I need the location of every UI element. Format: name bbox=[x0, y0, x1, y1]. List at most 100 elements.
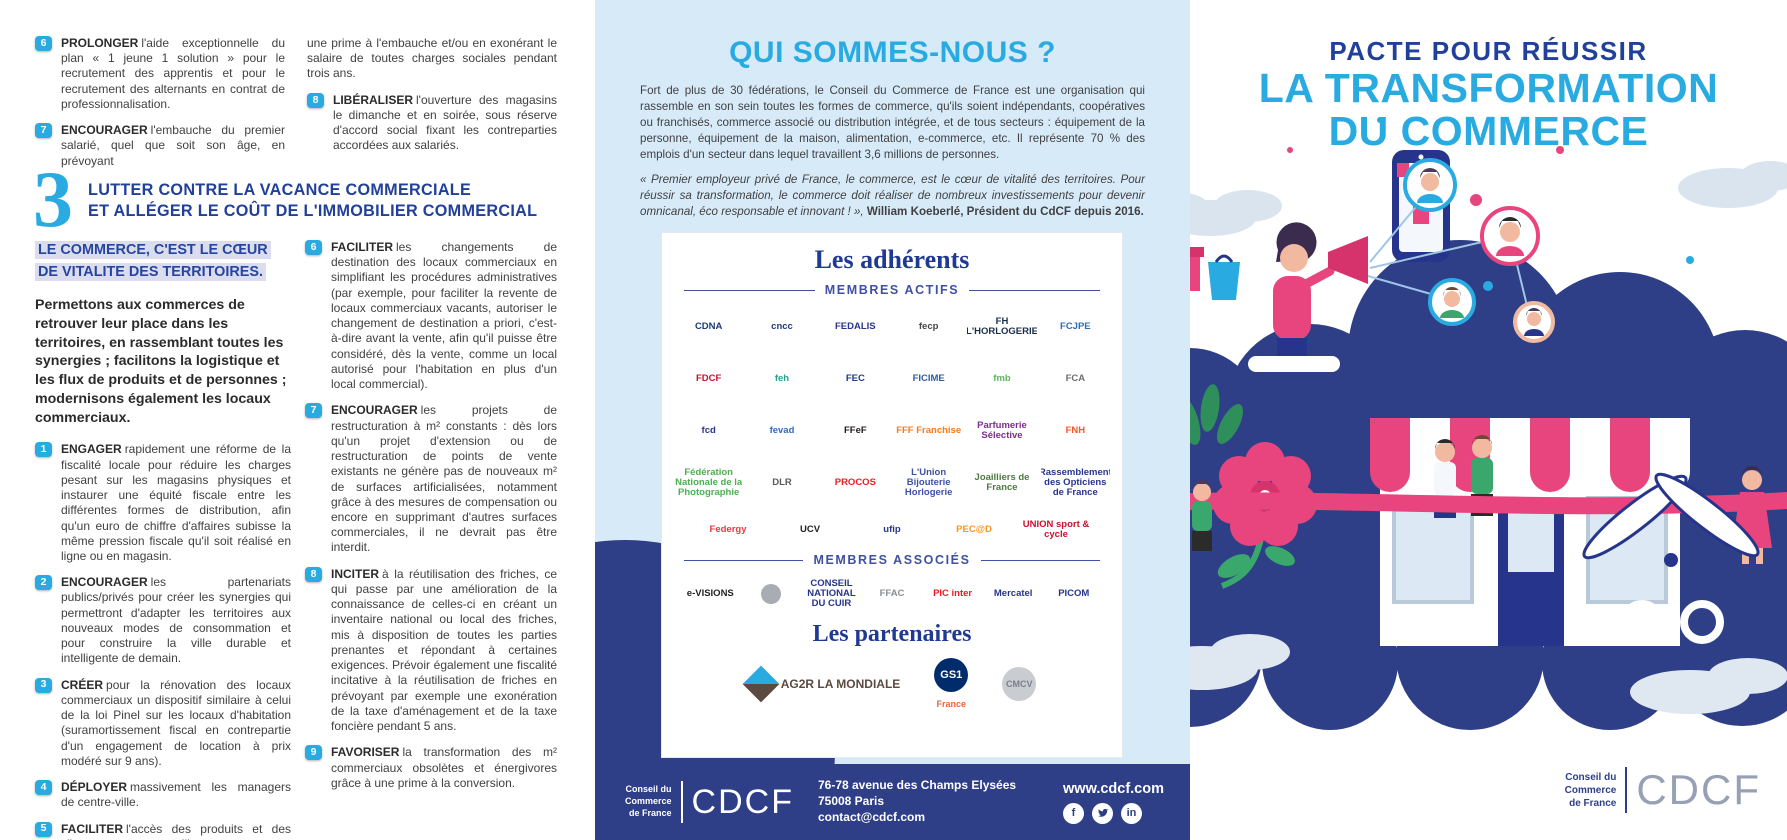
partners-logo-row: AG2R LA MONDIALE GS1 France CMCV bbox=[662, 658, 1122, 709]
cover-title-line3: DU COMMERCE bbox=[1328, 107, 1649, 154]
top-col-1: 6 PROLONGER l'aide exceptionnelle du plan … bbox=[35, 36, 285, 180]
item-keyword: ENCOURAGER bbox=[61, 575, 148, 590]
partner-logo-ag2r: AG2R LA MONDIALE bbox=[742, 665, 900, 702]
member-logo: FFAC bbox=[879, 588, 905, 600]
list-item: 7 ENCOURAGER les projets de restructuratio… bbox=[305, 403, 557, 555]
member-logo: FEDALIS bbox=[835, 321, 876, 333]
cdcf-cover-logo: Conseil du Commerce de France CDCF bbox=[1565, 766, 1761, 814]
cdcf-logo: CDCF bbox=[691, 782, 794, 821]
item-number-badge: 7 bbox=[35, 123, 52, 139]
item-keyword: ENCOURAGER bbox=[61, 123, 148, 138]
item-keyword: FACILITER bbox=[331, 240, 393, 254]
like-dot bbox=[1483, 281, 1493, 291]
member-logo: fmb bbox=[993, 373, 1011, 385]
item-text: l'embauche du premier salarié, quel que … bbox=[61, 123, 285, 168]
avatar-network bbox=[1367, 158, 1555, 343]
member-logo: FDCF bbox=[696, 373, 722, 385]
logo-divider bbox=[1625, 767, 1628, 813]
item-number-badge: 6 bbox=[305, 240, 322, 255]
facebook-icon[interactable]: f bbox=[1063, 802, 1085, 824]
member-logo: ufip bbox=[883, 524, 901, 536]
member-logo: e-VISIONS bbox=[686, 588, 734, 600]
partner-logo-gs1: GS1 France bbox=[934, 658, 969, 709]
decorative-dots bbox=[1287, 117, 1694, 264]
social-icons: f in bbox=[1063, 802, 1164, 824]
active-members-divider: MEMBRES ACTIFS bbox=[684, 283, 1100, 297]
item-number-badge: 8 bbox=[305, 566, 322, 582]
quote-author: William Koeberlé, Président du CdCF depu… bbox=[866, 204, 1144, 218]
item-number-badge: 2 bbox=[35, 575, 52, 591]
list-item: 8 LIBÉRALISER l'ouverture des magasins le … bbox=[307, 92, 557, 154]
member-logo: FNH bbox=[1065, 425, 1086, 437]
cover-title-line1: PACTE POUR RÉUSSIR bbox=[1329, 36, 1648, 66]
active-members-label: MEMBRES ACTIFS bbox=[824, 283, 960, 297]
megaphone-woman bbox=[1248, 222, 1368, 372]
active-members-logo-grid: CDNA cncc FEDALIS fecp FH L'HORLOGERIE F… bbox=[674, 307, 1110, 503]
item-keyword: INCITER bbox=[331, 566, 379, 581]
cdcf-logo: CDCF bbox=[1636, 766, 1761, 813]
item-text: une prime à l'embauche et/ou en exonéran… bbox=[307, 36, 557, 81]
list-item: 9 FAVORISER la transformation des m² comme… bbox=[305, 745, 557, 791]
megaphone-icon bbox=[1328, 236, 1368, 284]
list-item: 6 PROLONGER l'aide exceptionnelle du plan … bbox=[35, 36, 285, 112]
item-number-badge: 6 bbox=[35, 36, 52, 51]
list-item: 1 ENGAGER rapidement une réforme de la fis… bbox=[35, 442, 291, 564]
member-logo: PICOM bbox=[1058, 588, 1090, 600]
item-number-badge: 5 bbox=[35, 821, 52, 837]
website-url[interactable]: www.cdcf.com bbox=[1063, 780, 1164, 797]
active-members-logo-row5: Federgy UCV ufip PEC@D UNION sport & cyc… bbox=[674, 515, 1110, 545]
cloud-shape bbox=[1190, 161, 1787, 236]
gs1-sub-label: France bbox=[936, 699, 967, 709]
leaves bbox=[1190, 384, 1244, 445]
item-text: les partenariats publics/privés pour cré… bbox=[61, 575, 291, 666]
like-heart-dot bbox=[1470, 194, 1482, 206]
person-figure bbox=[1192, 480, 1212, 551]
member-logo: PROCOS bbox=[834, 477, 876, 489]
section-number: 3 bbox=[33, 156, 73, 244]
member-logo: Rassemblement des Opticiens de France bbox=[1040, 467, 1110, 498]
associate-members-divider: MEMBRES ASSOCIÉS bbox=[684, 553, 1100, 567]
member-logo: UCV bbox=[799, 524, 821, 536]
item-keyword: FACILITER bbox=[61, 821, 123, 836]
member-logo: feh bbox=[774, 373, 790, 385]
linkedin-icon[interactable]: in bbox=[1121, 802, 1143, 824]
item-text: pour la rénovation des locaux commerciau… bbox=[61, 677, 291, 768]
twitter-icon[interactable] bbox=[1092, 802, 1114, 824]
contact-footer: Conseil du Commerce de France CDCF 76-78 a… bbox=[595, 764, 1190, 840]
member-logo: CONSEIL NATIONAL DU CUIR bbox=[807, 578, 856, 609]
item-keyword: CRÉER bbox=[61, 677, 104, 692]
member-logo: fecp bbox=[918, 321, 939, 333]
door-window bbox=[1508, 508, 1554, 572]
members-card: Les adhérents MEMBRES ACTIFS CDNA cncc F… bbox=[661, 232, 1123, 758]
avatar bbox=[1480, 206, 1540, 266]
intro-paragraph: Permettons aux commerces de retrouver le… bbox=[35, 297, 287, 426]
twitter-bird-icon bbox=[1097, 808, 1108, 817]
list-item: 8 INCITER à la réutilisation des friches, … bbox=[305, 566, 557, 735]
member-logo: FFeF bbox=[843, 425, 867, 437]
contact-email[interactable]: contact@cdcf.com bbox=[817, 809, 926, 824]
partner-logo-cmcv: CMCV bbox=[1002, 666, 1037, 701]
monochrome-emblem-logo bbox=[741, 577, 802, 611]
member-logo: FEC bbox=[845, 373, 865, 385]
associate-members-label: MEMBRES ASSOCIÉS bbox=[813, 553, 971, 567]
panel-middle: QUI SOMMES-NOUS ? Fort de plus de 30 féd… bbox=[595, 0, 1190, 840]
member-logo: fevad bbox=[769, 425, 795, 437]
avatar bbox=[1403, 158, 1457, 212]
section-heading: 3 LUTTER CONTRE LA VACANCE COMMERCIALE E… bbox=[33, 156, 573, 244]
item-text: à la réutilisation des friches, ce qui p… bbox=[331, 566, 557, 734]
member-logo: Parfumerie Sélective bbox=[977, 420, 1027, 441]
panel-left: 6 PROLONGER l'aide exceptionnelle du plan … bbox=[0, 0, 595, 840]
member-logo: L'Union Bijouterie Horlogerie bbox=[904, 467, 953, 498]
item-text: l'accès des produits et des clients aux … bbox=[61, 821, 291, 840]
member-logo: CDNA bbox=[694, 321, 723, 333]
item-text: les projets de restructuration à m² cons… bbox=[331, 403, 557, 555]
gift-boxes bbox=[1190, 247, 1240, 300]
balcony-ledge bbox=[1248, 356, 1340, 372]
list-item: 7 ENCOURAGER l'embauche du premier salarié… bbox=[35, 123, 285, 169]
cover-title: PACTE POUR RÉUSSIR LA TRANSFORMATION DU … bbox=[1190, 36, 1787, 152]
list-item: 3 CRÉER pour la rénovation des locaux comm… bbox=[35, 677, 291, 769]
ag2r-diamond-icon bbox=[742, 665, 780, 702]
section-title: LUTTER CONTRE LA VACANCE COMMERCIALE ET … bbox=[88, 168, 537, 234]
cloud-shape bbox=[1190, 634, 1787, 714]
emblem-icon bbox=[760, 584, 781, 604]
